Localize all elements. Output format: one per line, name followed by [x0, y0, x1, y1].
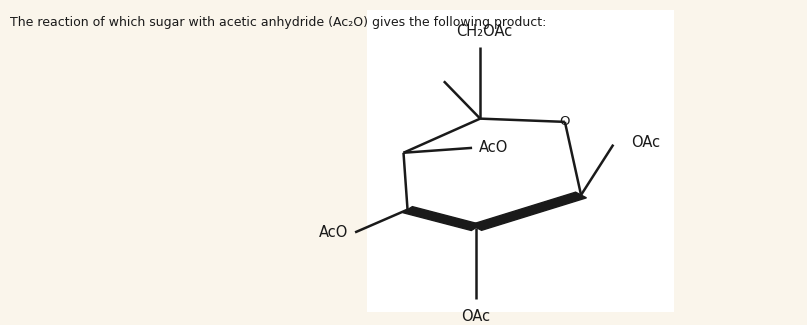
Text: AcO: AcO	[320, 225, 349, 240]
Text: CH₂OAc: CH₂OAc	[456, 24, 512, 39]
Polygon shape	[403, 207, 481, 230]
Text: AcO: AcO	[479, 140, 508, 155]
Text: OAc: OAc	[462, 309, 491, 324]
Text: The reaction of which sugar with acetic anhydride (Ac₂O) gives the following pro: The reaction of which sugar with acetic …	[10, 16, 546, 29]
Text: OAc: OAc	[631, 136, 660, 150]
Bar	[367, 10, 674, 312]
Text: O: O	[559, 115, 571, 128]
Polygon shape	[470, 192, 587, 230]
